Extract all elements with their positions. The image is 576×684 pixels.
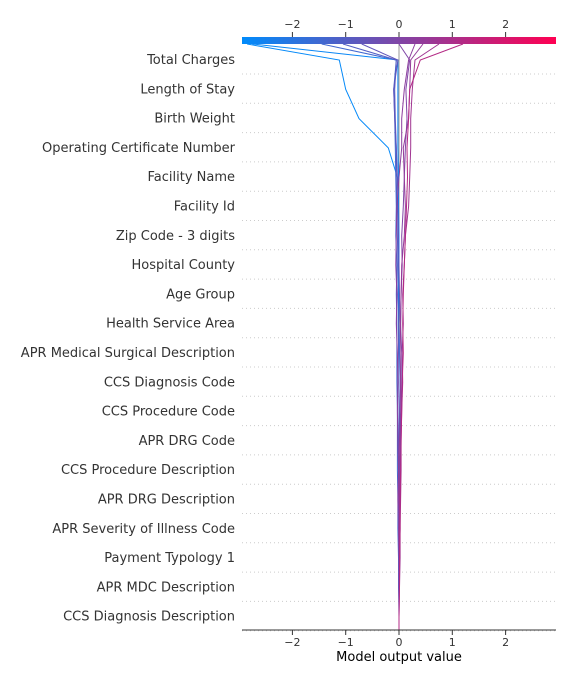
tick-label: 0 <box>396 18 403 31</box>
decision-line <box>252 43 400 630</box>
feature-label: APR Severity of Illness Code <box>52 522 235 537</box>
feature-label: Hospital County <box>132 258 236 273</box>
feature-label: CCS Diagnosis Code <box>104 375 235 390</box>
decision-line <box>321 43 400 630</box>
tick-label: −2 <box>284 636 300 649</box>
feature-label: Age Group <box>166 287 235 302</box>
tick-label: 2 <box>502 636 509 649</box>
x-axis-title: Model output value <box>336 650 462 665</box>
decision-line <box>398 43 424 630</box>
tick-label: −1 <box>338 636 354 649</box>
tick-label: −1 <box>338 18 354 31</box>
feature-label: Health Service Area <box>106 317 235 332</box>
feature-label: Facility Name <box>147 170 235 185</box>
tick-label: 1 <box>449 636 456 649</box>
decision-line <box>398 43 464 630</box>
feature-label: APR Medical Surgical Description <box>21 346 235 361</box>
tick-label: −2 <box>284 18 300 31</box>
tick-label: 2 <box>502 18 509 31</box>
feature-label: APR DRG Description <box>98 493 235 508</box>
color-bar <box>242 37 556 44</box>
tick-label: 1 <box>449 18 456 31</box>
feature-label: Facility Id <box>174 200 235 215</box>
tick-label: 0 <box>396 636 403 649</box>
feature-label: Total Charges <box>146 53 235 68</box>
feature-label: Payment Typology 1 <box>104 551 235 566</box>
decision-line <box>247 43 401 630</box>
feature-label: Zip Code - 3 digits <box>116 229 235 244</box>
feature-label: Length of Stay <box>140 82 235 97</box>
decision-line <box>342 43 400 630</box>
feature-label: CCS Diagnosis Description <box>63 610 235 625</box>
feature-label: CCS Procedure Description <box>61 463 235 478</box>
feature-label: APR DRG Code <box>139 434 235 449</box>
feature-label: APR MDC Description <box>97 580 235 595</box>
decision-line <box>398 43 440 630</box>
top-axis-ticks: −2 −1 0 1 2 <box>284 18 509 37</box>
feature-labels: Total Charges Length of Stay Birth Weight O… <box>21 53 236 625</box>
feature-label: Birth Weight <box>154 112 235 127</box>
bottom-axis-ticks: −2 −1 0 1 2 <box>284 630 509 649</box>
feature-label: CCS Procedure Code <box>102 405 235 420</box>
decision-lines <box>247 43 464 630</box>
feature-label: Operating Certificate Number <box>42 141 236 156</box>
